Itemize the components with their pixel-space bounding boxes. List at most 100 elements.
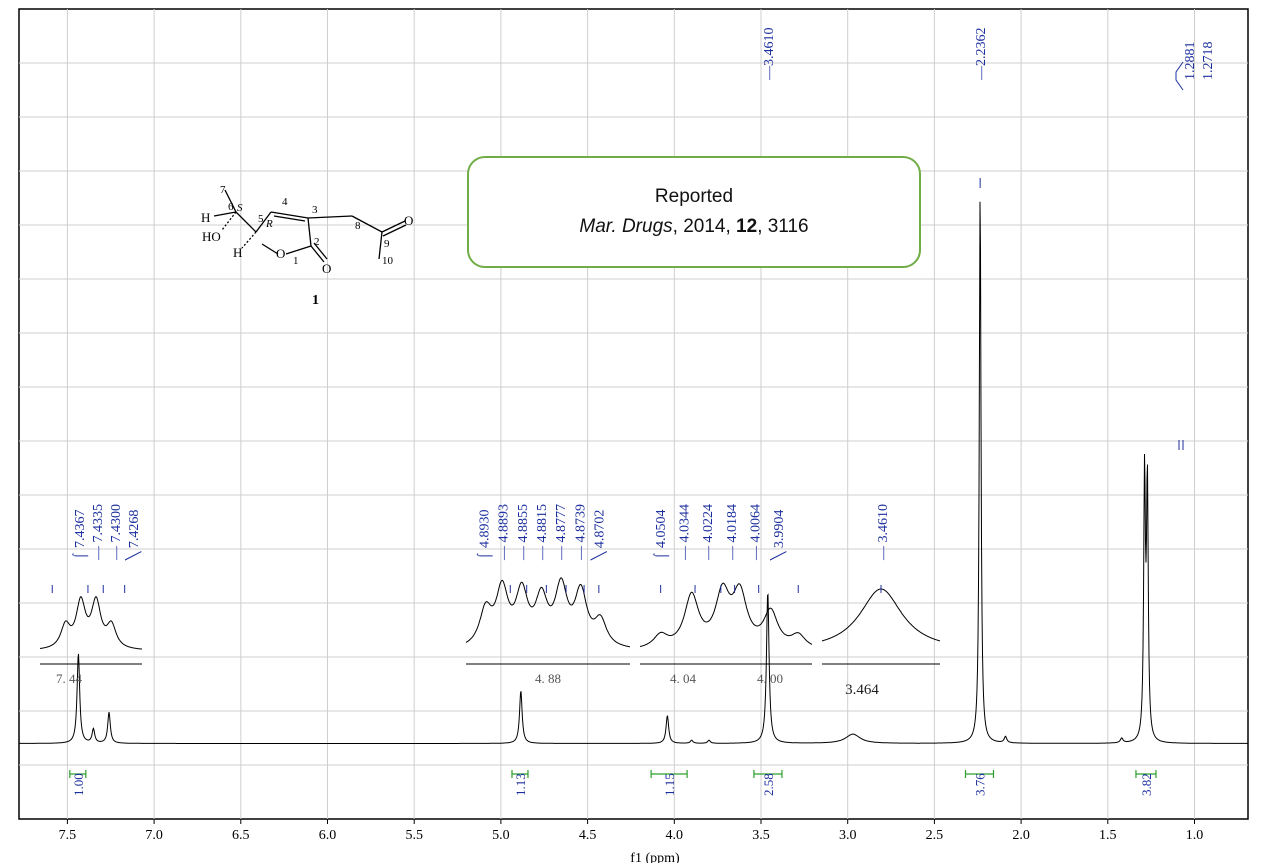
inset-1-label-1: — 4.8893 [497, 504, 512, 561]
reference-year: , 2014, [672, 216, 737, 237]
x-axis-title: f1 (ppm) [630, 851, 680, 863]
reference-line1: Reported [654, 186, 734, 207]
inset-0-label-0: ⌠ 7.4367 [72, 510, 89, 560]
atom-label-2: 2 [314, 236, 320, 248]
atom-label-S: S [237, 202, 243, 214]
bond-c2-o-carbonyl [310, 245, 325, 263]
inset-0-scale: 7. 44 [56, 671, 83, 686]
atom-label-6: 6 [228, 201, 234, 213]
bond-c9-c10 [378, 231, 383, 260]
x-tick-label-4: 5.5 [405, 828, 423, 843]
inset-3-scale: 3.464 [845, 682, 879, 698]
atom-label-5: 5 [258, 213, 264, 225]
bond-c2-o-carbonyl-double [313, 242, 328, 260]
integral-value-3: 2.58 [761, 773, 776, 796]
x-tick-label-8: 3.5 [752, 828, 770, 843]
bond-c9-o-double [382, 224, 407, 237]
structure-labels: 7 6 S 5 R 4 3 8 9 10 2 1 H HO H O O O 1 [201, 184, 413, 308]
h-label-c5: H [233, 245, 242, 260]
x-tick-label-11: 2.0 [1012, 828, 1030, 843]
x-tick-label-1: 7.0 [145, 828, 163, 843]
top-label-3-4610: —3.4610 [762, 28, 777, 82]
spectrum-trace [19, 201, 1248, 744]
x-axis: 7.5 7.0 6.5 6.0 5.5 5.0 4.5 4.0 3.5 3.0 2.5 2.0 1.5 1… [59, 819, 1204, 843]
integral-value-4: 3.76 [972, 773, 987, 796]
inset-expansions: ⌠ 7.4367— 7.4335— 7.4300 ╲ 7.4268 ⌠ 4.8930… [39, 504, 941, 698]
plot-frame [18, 8, 1249, 820]
inset-trace-0 [39, 596, 143, 650]
top-label-1-2718: 1.2718 [1201, 42, 1216, 81]
bond-c9-o [381, 220, 406, 233]
integral-value-1: 1.13 [513, 773, 528, 796]
x-tick-label-0: 7.5 [59, 828, 77, 843]
atom-label-4: 4 [282, 196, 288, 208]
inset-trace-2 [639, 582, 813, 647]
x-tick-label-12: 1.5 [1099, 828, 1117, 843]
inset-1-label-0: ⌠ 4.8930 [477, 510, 494, 560]
reference-line2: Mar. Drugs, 2014, 12, 3116 [469, 212, 919, 242]
inset-0-label-3: ╲ 7.4268 [125, 510, 142, 561]
bond-c6-c7 [224, 189, 237, 213]
o-carbonyl-label: O [322, 261, 331, 276]
bond-c4-c3-double [273, 215, 306, 222]
integral-value-2: 1.15 [662, 773, 677, 796]
integral-value-5: 3.82 [1139, 773, 1154, 796]
inset-1-label-6: ╲ 4.8702 [590, 510, 607, 561]
bond-c3-c2 [307, 217, 312, 247]
main-spectrum-line [19, 201, 1248, 744]
atom-label-7: 7 [220, 184, 226, 196]
inset-1-label-4: — 4.8777 [554, 504, 569, 561]
atom-label-R: R [265, 218, 273, 230]
top-label-2-2362: —2.2362 [974, 28, 989, 82]
x-tick-label-13: 1.0 [1186, 828, 1204, 843]
inset-0-label-1: — 7.4335 [91, 504, 106, 561]
atom-label-3: 3 [312, 204, 318, 216]
inset-1-label-2: — 4.8855 [516, 504, 531, 561]
ho-label: HO [202, 229, 221, 244]
reference-pages: , 3116 [757, 216, 809, 237]
top-label-bracket [1175, 61, 1184, 91]
atom-label-1: 1 [293, 255, 299, 267]
bond-c5-c6 [235, 211, 257, 233]
inset-2-label-1: — 4.0344 [678, 504, 693, 561]
x-tick-label-10: 2.5 [926, 828, 944, 843]
inset-1-label-3: — 4.8815 [535, 504, 550, 561]
integral-value-0: 1.00 [71, 773, 86, 796]
inset-2-label-2: — 4.0224 [701, 504, 716, 561]
bond-c5-c4 [255, 211, 272, 233]
o-ketone-label: O [404, 213, 413, 228]
chemical-structure [213, 189, 407, 263]
o1-label: O [276, 246, 285, 261]
atom-label-9: 9 [384, 238, 390, 250]
reference-callout: Reported Mar. Drugs, 2014, 12, 3116 [467, 156, 921, 268]
x-tick-label-3: 6.0 [319, 828, 337, 843]
atom-label-8: 8 [355, 220, 361, 232]
compound-number: 1 [312, 293, 319, 308]
inset-3-label-0: — 3.4610 [876, 504, 891, 561]
x-tick-label-6: 4.5 [579, 828, 597, 843]
reference-journal: Mar. Drugs [579, 216, 673, 237]
top-peak-labels: —3.4610 —2.2362 1.2881 1.2718 [762, 28, 1216, 450]
integrals: 1.00 1.13 1.15 2.58 3.76 3.82 [69, 770, 1157, 796]
bond-c6-h [213, 211, 237, 217]
reference-volume: 12 [736, 216, 758, 237]
inset-1-scale: 4. 88 [535, 671, 561, 686]
inset-2-label-0: ⌠ 4.0504 [653, 510, 670, 560]
inset-2-label-4: — 4.0064 [749, 504, 764, 561]
inset-trace-1 [465, 577, 631, 648]
h-label-c6: H [201, 210, 210, 225]
bond-c4-c3 [270, 211, 309, 219]
inset-2-label-5: ╲ 3.9904 [770, 510, 787, 561]
inset-2-scale-b: 4. 00 [757, 671, 783, 686]
bond-o1-c5 [261, 243, 279, 255]
inset-2-scale-a: 4. 04 [670, 671, 697, 686]
bond-c2-o1 [285, 245, 312, 255]
bond-c8-c9 [351, 215, 383, 233]
bond-c3-c8 [307, 215, 353, 219]
x-tick-label-2: 6.5 [232, 828, 250, 843]
x-tick-label-5: 5.0 [492, 828, 510, 843]
x-tick-label-7: 4.0 [666, 828, 684, 843]
inset-1-label-5: — 4.8739 [573, 504, 588, 561]
